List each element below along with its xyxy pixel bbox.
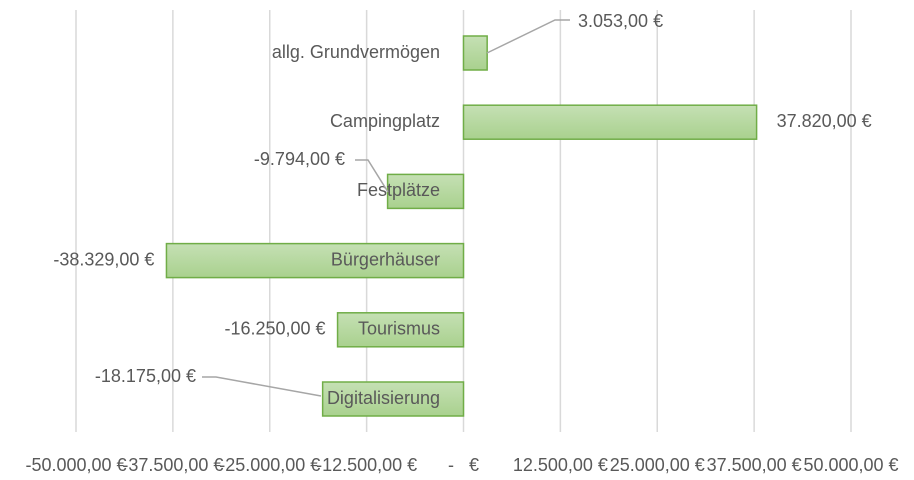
value-label: 37.820,00 € xyxy=(777,111,872,131)
x-tick-label: -12.500,00 € xyxy=(316,455,417,475)
bar xyxy=(321,381,465,417)
bar xyxy=(462,35,488,71)
x-tick-label: -50.000,00 € xyxy=(25,455,126,475)
leader-line xyxy=(355,159,389,193)
bar xyxy=(336,312,465,348)
category-label: Campingplatz xyxy=(330,111,440,131)
leader-line xyxy=(486,19,570,54)
value-label: -9.794,00 € xyxy=(254,149,345,169)
category-label: Bürgerhäuser xyxy=(331,249,440,269)
bar xyxy=(386,173,465,210)
category-label: Festplätze xyxy=(357,180,440,200)
bar xyxy=(462,104,758,140)
x-tick-label: -25.000,00 € xyxy=(219,455,320,475)
category-label: Tourismus xyxy=(358,319,440,339)
x-tick-label: 37.500,00 € xyxy=(707,455,802,475)
value-label: 3.053,00 € xyxy=(578,11,663,31)
x-tick-label: 50.000,00 € xyxy=(803,455,898,475)
x-tick-label: - € xyxy=(448,455,479,475)
category-label: allg. Grundvermögen xyxy=(272,42,440,62)
value-label: -18.175,00 € xyxy=(95,366,196,386)
x-tick-label: -37.500,00 € xyxy=(122,455,223,475)
leader-line xyxy=(202,376,322,397)
x-tick-label: 12.500,00 € xyxy=(513,455,608,475)
category-label: Digitalisierung xyxy=(327,388,440,408)
bar xyxy=(165,242,465,279)
value-label: -16.250,00 € xyxy=(224,319,325,339)
value-label: -38.329,00 € xyxy=(53,249,154,269)
x-tick-label: 25.000,00 € xyxy=(610,455,705,475)
